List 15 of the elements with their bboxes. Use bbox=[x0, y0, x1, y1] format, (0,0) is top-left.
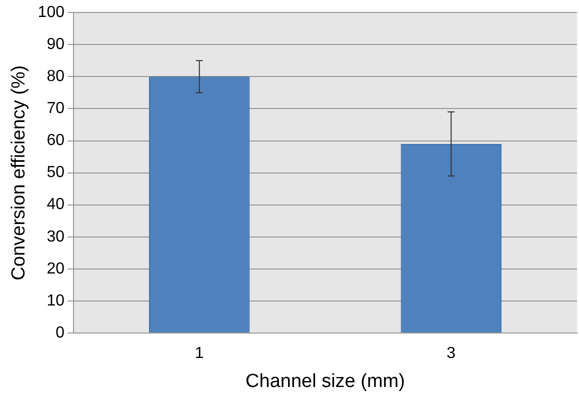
y-tick-label: 90 bbox=[46, 36, 65, 54]
y-tick-label: 20 bbox=[46, 260, 65, 278]
y-tick-label: 0 bbox=[56, 324, 65, 342]
y-tick-label: 80 bbox=[46, 68, 65, 86]
y-tick-label: 10 bbox=[46, 292, 65, 310]
y-tick-label: 70 bbox=[46, 100, 65, 118]
y-tick-label: 60 bbox=[46, 132, 65, 150]
y-axis-title: Conversion efficiency (%) bbox=[8, 65, 30, 280]
y-tick-label: 100 bbox=[38, 4, 65, 22]
y-tick-label: 50 bbox=[46, 164, 65, 182]
y-tick-label: 30 bbox=[46, 228, 65, 246]
x-axis-title: Channel size (mm) bbox=[246, 370, 405, 392]
y-tick-label: 40 bbox=[46, 196, 65, 214]
x-tick-label: 1 bbox=[194, 345, 204, 362]
x-tick-label: 3 bbox=[446, 345, 456, 362]
